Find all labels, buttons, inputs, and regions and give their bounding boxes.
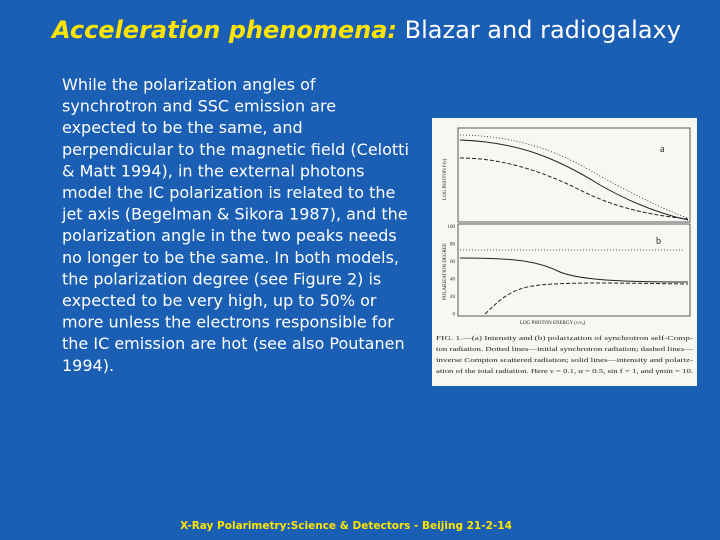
tick-label: 100 (448, 225, 456, 230)
title-rest: Blazar and radiogalaxy (405, 16, 681, 44)
caption-line: FIG. 1.—(a) Intensity and (b) polarizati… (436, 335, 693, 342)
body-line: more unless the electrons responsible fo… (62, 313, 394, 332)
axis-label: LOG PHOTON ENERGY (ν/ν₀) (520, 321, 586, 326)
tick-label: 20 (450, 295, 456, 300)
tick-label: 0 (453, 313, 456, 318)
body-line: & Matt 1994), in the external photons (62, 161, 365, 180)
body-line: the polarization degree (see Figure 2) i… (62, 269, 381, 288)
axis-label: POLARIZATION DEGREE (443, 243, 448, 300)
panel-label: a (660, 144, 665, 155)
title-emphasis: Acceleration phenomena: (50, 16, 397, 44)
body-text: While the polarization angles of synchrot… (61, 75, 409, 375)
curve (459, 257, 689, 283)
body-line: jet axis (Begelman & Sikora 1987), and t… (61, 205, 408, 224)
body-line: polarization angle in the two peaks need… (62, 226, 397, 245)
curve (459, 139, 689, 221)
body-line: perpendicular to the magnetic field (Cel… (62, 140, 409, 159)
panel-a-frame (457, 127, 691, 223)
figure-bg (432, 118, 697, 386)
body-line: synchrotron and SSC emission are (62, 97, 336, 116)
tick-label: 60 (450, 260, 456, 265)
title: Acceleration phenomena: Blazar and radio… (50, 16, 681, 44)
tick-label: 40 (450, 278, 456, 283)
curve (484, 282, 689, 315)
body-line: While the polarization angles of (62, 75, 316, 94)
caption-line: ton radiation. Dotted lines—initial sync… (436, 347, 694, 353)
body-line: expected to be the same, and (62, 118, 303, 137)
figure: a b LOG PHOTON F(ν) POLARIZATION DEGREE … (432, 118, 697, 386)
footer: X-Ray Polarimetry:Science & Detectors - … (180, 520, 512, 532)
body-line: model the IC polarization is related to … (62, 183, 395, 202)
panel-label: b (656, 236, 661, 247)
body-line: expected to be very high, up to 50% or (62, 291, 377, 310)
caption-line: ation of the total radiation. Here ν = 0… (436, 368, 694, 375)
tick-label: 80 (450, 243, 456, 248)
axis-label: LOG PHOTON F(ν) (443, 158, 448, 200)
caption-line: inverse Compton scattered radiation; sol… (436, 358, 693, 364)
body-line: 1994). (62, 356, 114, 375)
body-line: the IC emission are hot (see also Poutan… (62, 334, 405, 353)
panel-b-frame (457, 223, 691, 317)
body-line: no longer to be the same. In both models… (62, 248, 399, 267)
